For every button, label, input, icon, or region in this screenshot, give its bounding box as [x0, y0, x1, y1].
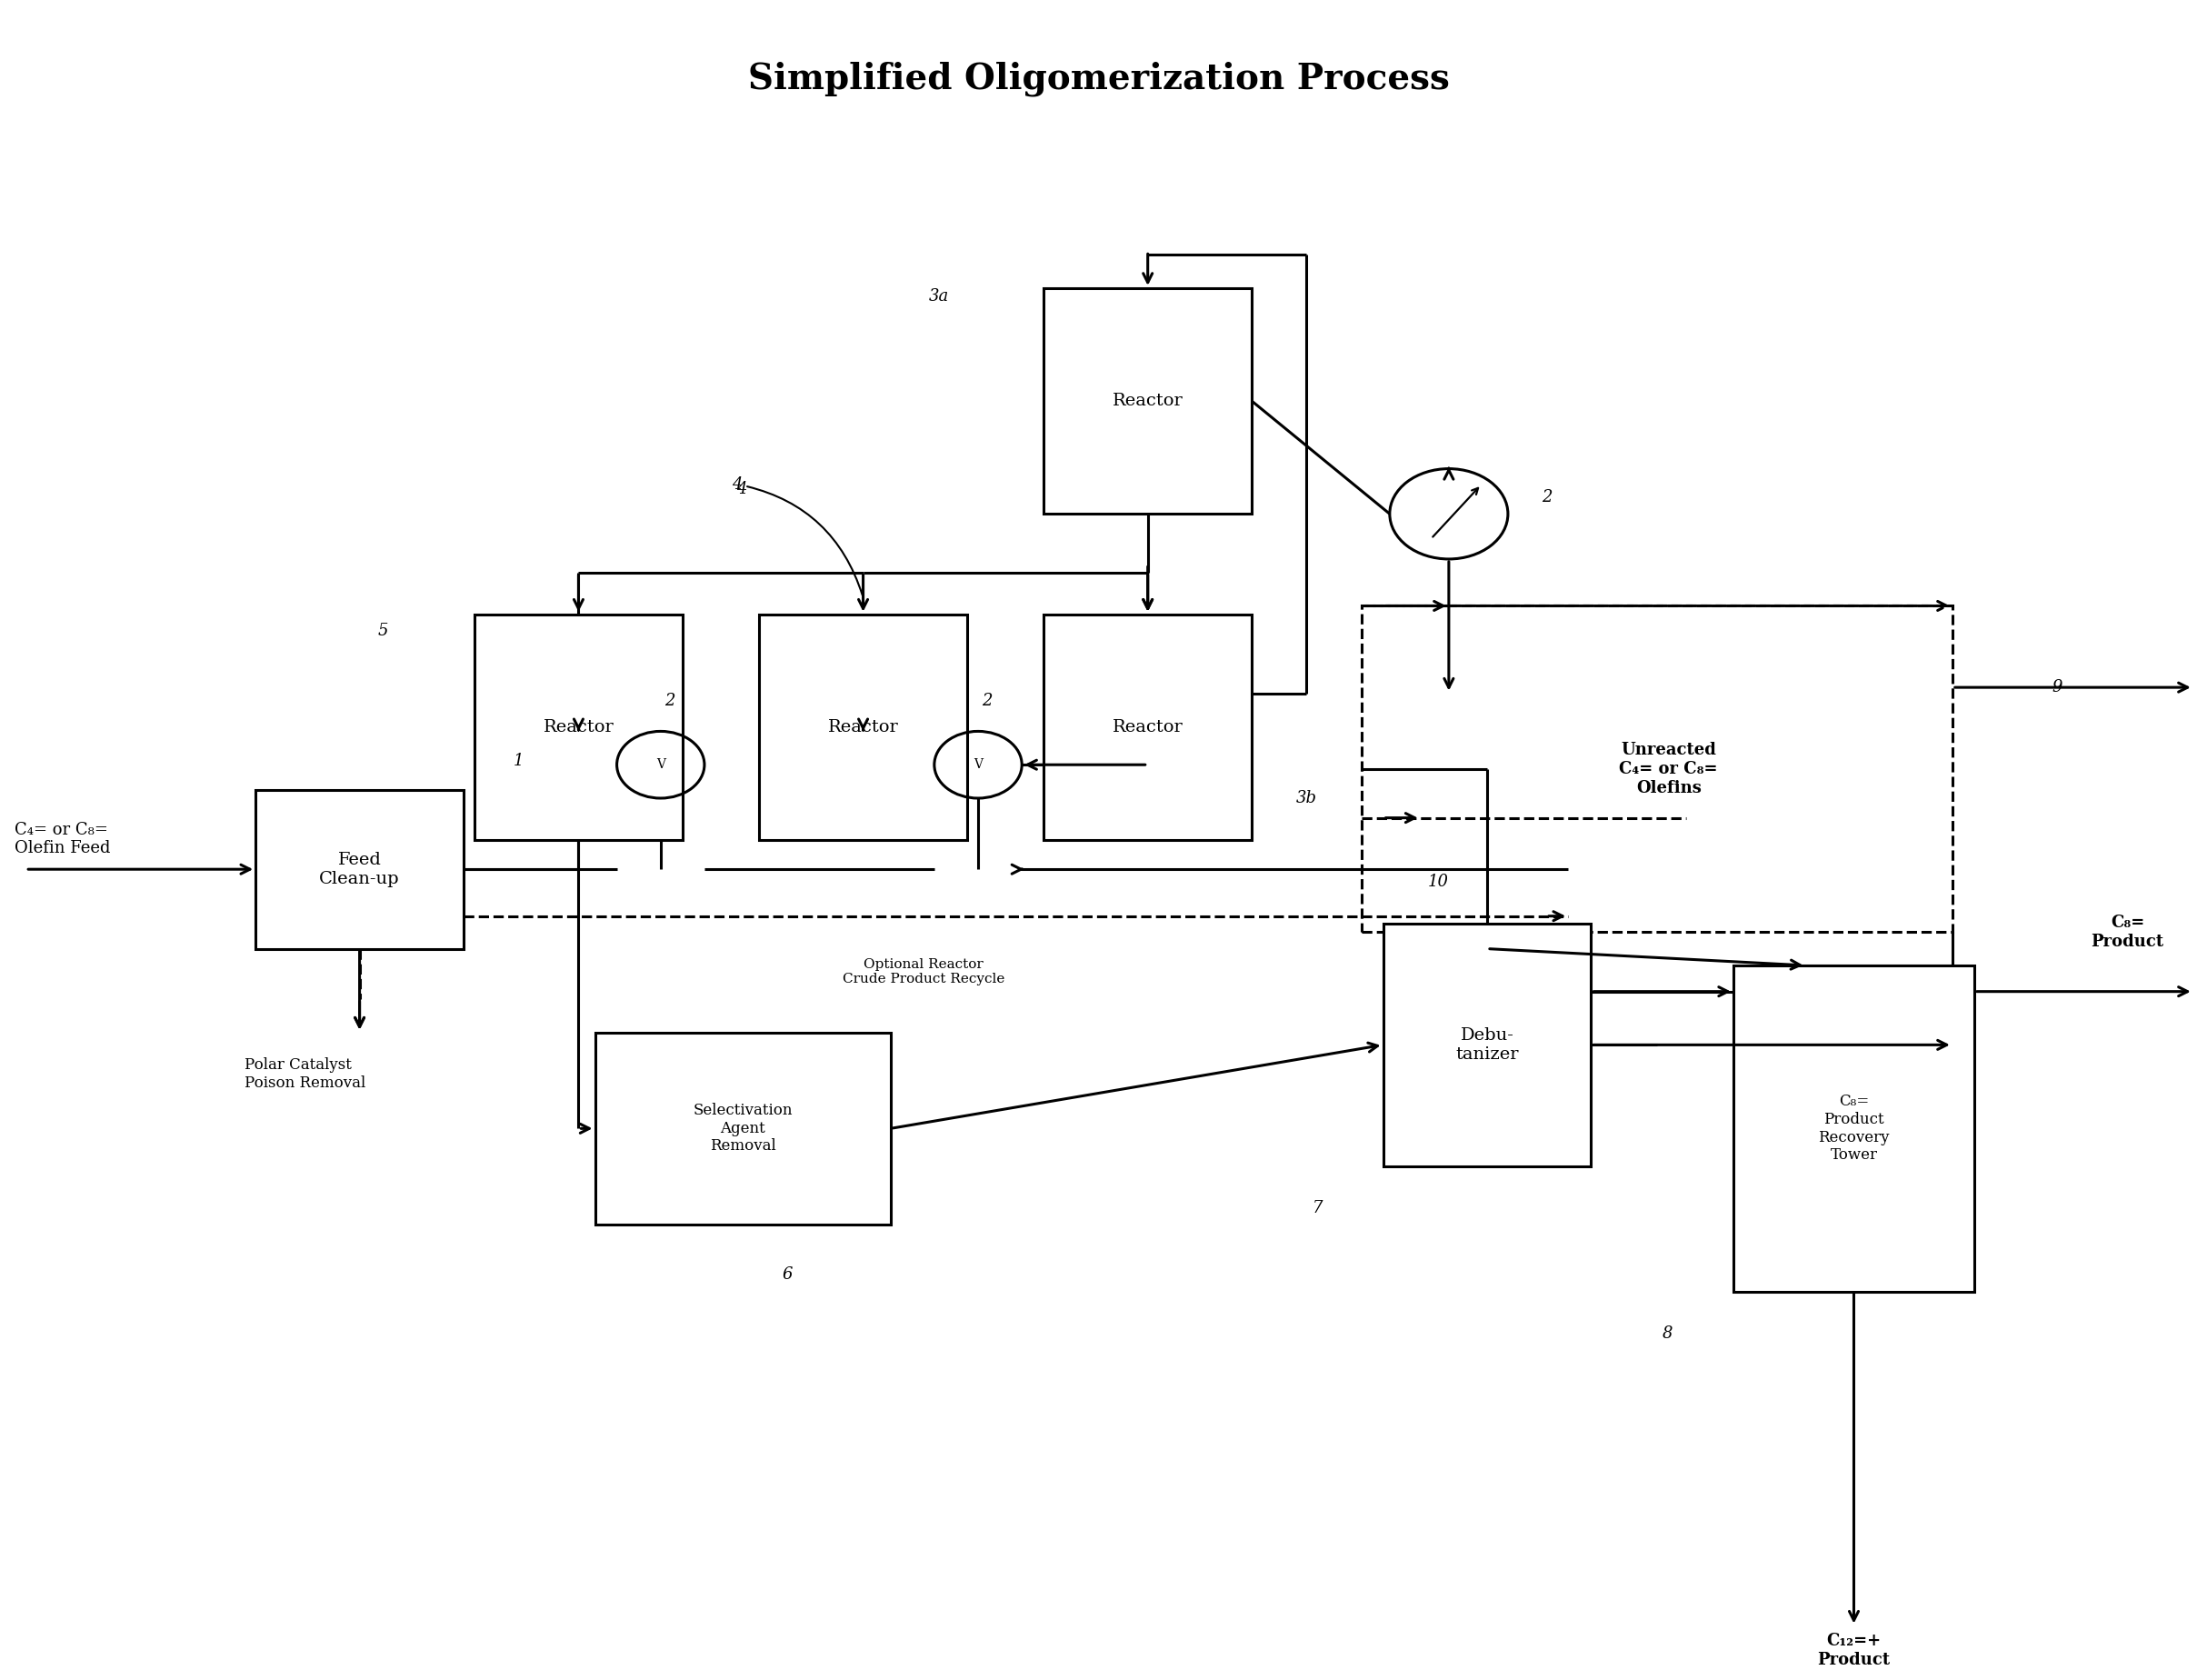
FancyBboxPatch shape: [1044, 287, 1252, 514]
Text: C₈=
Product: C₈= Product: [2092, 914, 2164, 949]
Text: V: V: [657, 758, 666, 771]
Text: 5: 5: [378, 623, 389, 638]
Text: Simplified Oligomerization Process: Simplified Oligomerization Process: [747, 62, 1450, 96]
Text: Debu-
tanizer: Debu- tanizer: [1457, 1026, 1518, 1062]
FancyBboxPatch shape: [595, 1032, 890, 1225]
Text: 8: 8: [1663, 1326, 1672, 1342]
Text: Reactor: Reactor: [1112, 393, 1184, 410]
FancyBboxPatch shape: [255, 790, 464, 949]
Text: Reactor: Reactor: [828, 719, 899, 736]
Text: Feed
Clean-up: Feed Clean-up: [319, 852, 400, 887]
Text: Unreacted
C₄= or C₈=
Olefins: Unreacted C₄= or C₈= Olefins: [1619, 743, 1718, 796]
Text: 2: 2: [663, 694, 674, 709]
FancyBboxPatch shape: [1044, 615, 1252, 840]
FancyBboxPatch shape: [760, 615, 967, 840]
FancyBboxPatch shape: [1733, 966, 1975, 1292]
Text: 1: 1: [514, 753, 523, 769]
Text: C₁₂=+
Product: C₁₂=+ Product: [1817, 1633, 1889, 1668]
Text: V: V: [973, 758, 982, 771]
Text: 3a: 3a: [929, 289, 949, 304]
Text: Reactor: Reactor: [1112, 719, 1184, 736]
Text: 2: 2: [982, 694, 993, 709]
Text: Polar Catalyst
Poison Removal: Polar Catalyst Poison Removal: [244, 1057, 365, 1090]
Text: 7: 7: [1312, 1200, 1323, 1216]
Text: Selectivation
Agent
Removal: Selectivation Agent Removal: [692, 1104, 793, 1154]
Text: Optional Reactor
Crude Product Recycle: Optional Reactor Crude Product Recycle: [841, 958, 1004, 986]
Text: 4: 4: [736, 480, 747, 497]
Text: C₈=
Product
Recovery
Tower: C₈= Product Recovery Tower: [1819, 1094, 1889, 1163]
Text: 3b: 3b: [1296, 790, 1316, 806]
Text: 6: 6: [782, 1267, 793, 1284]
Text: 2: 2: [1542, 489, 1553, 506]
FancyBboxPatch shape: [1384, 924, 1591, 1166]
Text: Reactor: Reactor: [543, 719, 613, 736]
Text: 4: 4: [732, 475, 863, 595]
Text: 10: 10: [1428, 874, 1448, 890]
Text: C₄= or C₈=
Olefin Feed: C₄= or C₈= Olefin Feed: [15, 822, 110, 857]
FancyBboxPatch shape: [475, 615, 683, 840]
Text: 9: 9: [2052, 679, 2063, 696]
